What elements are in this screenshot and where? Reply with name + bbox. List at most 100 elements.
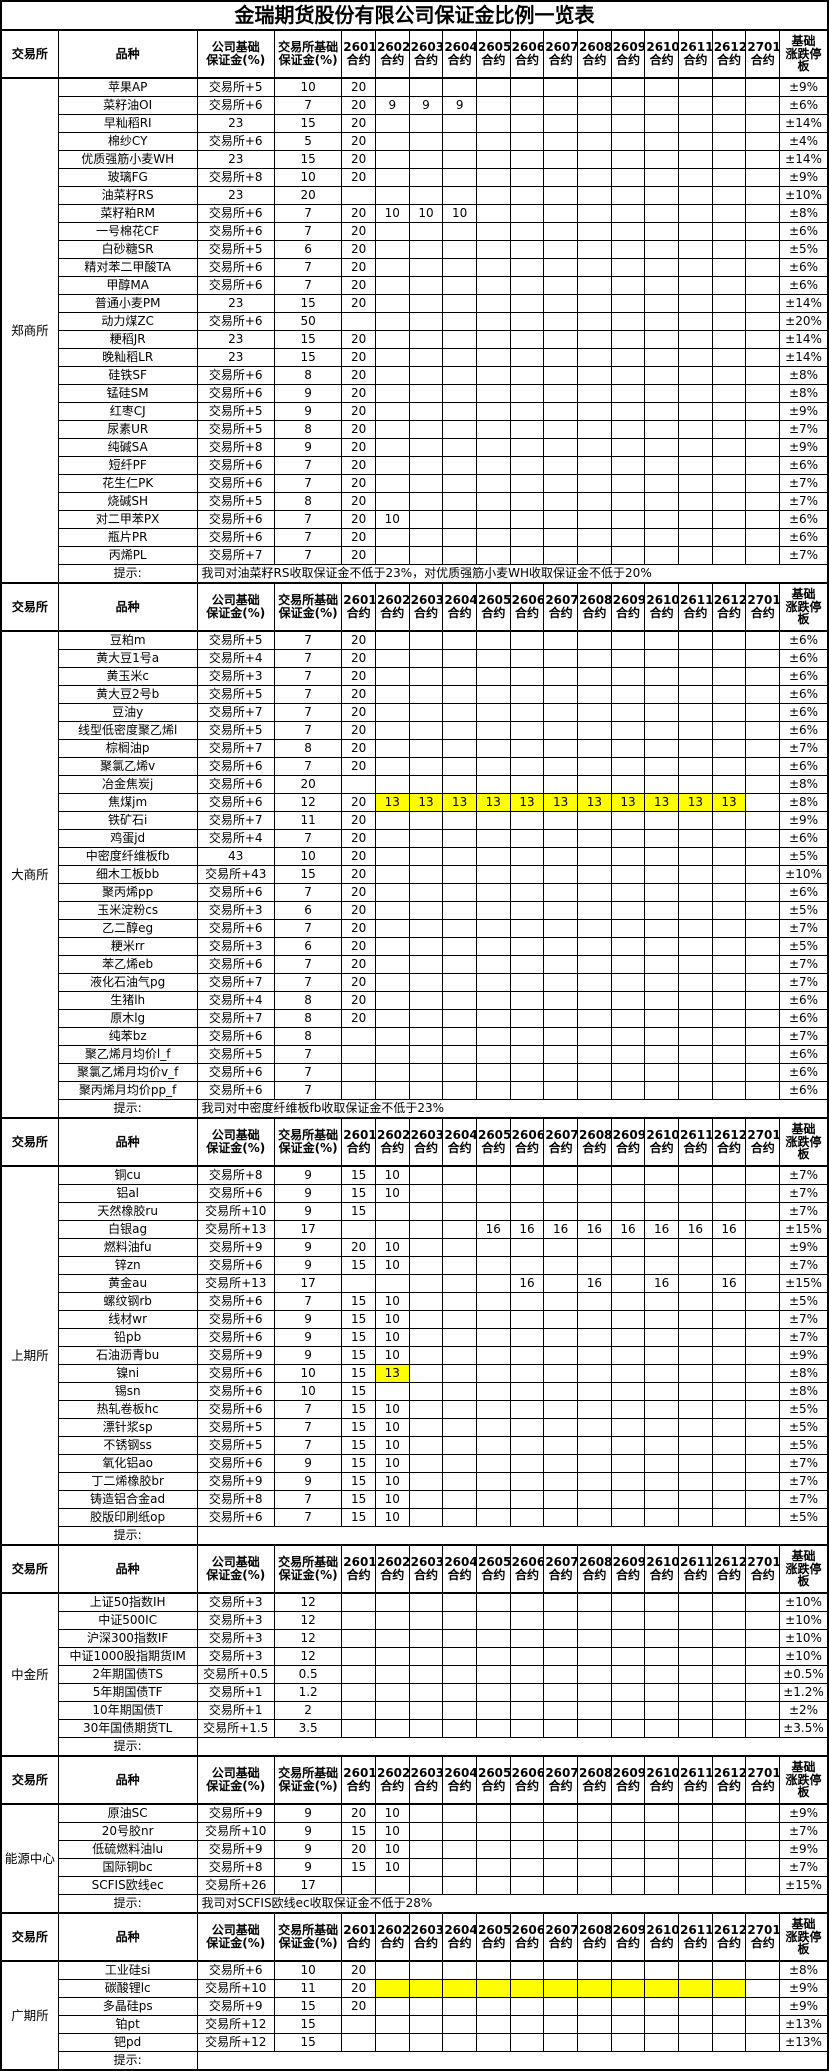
contract-margin-cell (543, 222, 578, 241)
product-cell: 螺纹钢rb (57, 1292, 198, 1311)
contract-suffix: 合约 (616, 1936, 641, 1950)
product-cell: 玉米淀粉cs (57, 901, 198, 920)
product-row: 5年期国债TF 交易所+1 1.2 ±1.2% (1, 1683, 829, 1702)
product-row: 粳米rr 交易所+3 6 20 ±5% (1, 937, 829, 956)
contract-margin-cell (711, 114, 747, 133)
product-cell: 鸡蛋jd (57, 829, 198, 848)
contract-suffix: 合约 (514, 1936, 539, 1950)
company-margin-cell: 交易所+5 (196, 77, 275, 97)
contract-margin-cell (442, 384, 477, 403)
contract-margin-cell (408, 114, 444, 133)
contract-margin-cell (711, 1454, 747, 1473)
product-cell: 冶金焦炭j (57, 775, 198, 794)
product-row: 中证500IC 交易所+3 12 ±10% (1, 1611, 829, 1630)
contract-margin-cell (577, 1346, 612, 1365)
col-header-contract: 2701 合约 (745, 1544, 781, 1594)
product-row: 聚乙烯月均价l_f 交易所+5 7 ±6% (1, 1045, 829, 1064)
contract-margin-cell (374, 348, 410, 367)
contract-margin-cell (408, 1858, 444, 1877)
contract-margin-cell (610, 739, 646, 758)
product-cell: 聚氯乙烯v (57, 757, 198, 776)
contract-margin-cell (475, 685, 511, 704)
col-header-limit: 基础 涨跌停板 (779, 1544, 829, 1594)
contract-margin-cell (374, 474, 410, 493)
product-row: 甲醇MA 交易所+6 7 20 ±6% (1, 276, 829, 295)
notice-label-cell: 提示: (57, 1737, 198, 1757)
product-cell: 棉纱CY (57, 132, 198, 151)
exchange-margin-cell: 11 (273, 1979, 343, 1998)
product-cell: 多晶硅ps (57, 1997, 198, 2016)
price-limit-cell: ±6% (779, 222, 829, 241)
exchange-margin-cell: 9 (273, 1238, 343, 1257)
contract-margin-cell (745, 1665, 781, 1684)
contract-margin-cell (644, 1592, 680, 1612)
contract-margin-cell (475, 811, 511, 830)
contract-margin-cell (610, 1382, 646, 1401)
contract-suffix: 合约 (548, 1779, 573, 1793)
notice-text-cell: 我司对SCFIS欧线ec收取保证金不低于28% (196, 1894, 829, 1914)
contract-margin-cell (678, 1364, 713, 1383)
product-row: 锌zn 交易所+6 9 15 10 ±7% (1, 1256, 829, 1275)
contract-code: 2701 (747, 593, 780, 608)
contract-margin-cell (442, 1274, 477, 1293)
exchange-margin-cell: 7 (273, 1418, 343, 1437)
contract-margin-cell (475, 1719, 511, 1738)
contract-margin-cell (711, 630, 747, 650)
contract-margin-cell (408, 630, 444, 650)
contract-suffix: 合约 (548, 606, 573, 620)
contract-margin-cell (644, 114, 680, 133)
contract-margin-cell (711, 1490, 747, 1509)
contract-margin-cell (577, 1472, 612, 1491)
contract-margin-cell: 20 (341, 865, 376, 884)
contract-suffix: 合约 (717, 1936, 742, 1950)
contract-margin-cell (442, 77, 477, 97)
contract-margin-cell (475, 1165, 511, 1185)
contract-margin-cell (644, 1436, 680, 1455)
contract-margin-cell (577, 1027, 612, 1046)
company-margin-cell: 23 (196, 186, 275, 205)
contract-margin-cell (509, 1436, 545, 1455)
contract-margin-cell (509, 294, 545, 313)
contract-margin-cell (745, 294, 781, 313)
contract-suffix: 合约 (447, 606, 472, 620)
contract-margin-cell (509, 1346, 545, 1365)
contract-margin-cell (543, 456, 578, 475)
col-header-exchange-margin: 交易所基础 保证金(%) (273, 1912, 343, 1962)
contract-margin-cell (543, 96, 578, 115)
contract-margin-cell (745, 186, 781, 205)
product-row: 聚氯乙烯月均价v_f 交易所+6 7 ±6% (1, 1063, 829, 1082)
contract-margin-cell (509, 1858, 545, 1877)
contract-margin-cell (610, 1822, 646, 1841)
contract-margin-cell (442, 1719, 477, 1738)
contract-margin-cell (644, 1665, 680, 1684)
product-cell: 铅pb (57, 1328, 198, 1347)
contract-margin-cell (678, 1184, 713, 1203)
col-header-contract: 2701 合约 (745, 29, 781, 79)
price-limit-cell: ±6% (779, 1063, 829, 1082)
price-limit-cell: ±6% (779, 528, 829, 547)
contract-margin-cell (475, 1238, 511, 1257)
contract-margin-cell (408, 77, 444, 97)
contract-margin-cell (745, 703, 781, 722)
price-limit-cell: ±8% (779, 366, 829, 385)
col-header-contract: 2612 合约 (711, 1755, 747, 1805)
product-row: 棉纱CY 交易所+6 5 20 ±4% (1, 132, 829, 151)
company-margin-cell: 23 (196, 330, 275, 349)
contract-margin-cell (509, 1027, 545, 1046)
product-row: 螺纹钢rb 交易所+6 7 15 10 ±5% (1, 1292, 829, 1311)
contract-margin-cell (678, 1027, 713, 1046)
contract-margin-cell (475, 829, 511, 848)
company-margin-cell: 交易所+6 (196, 1364, 275, 1383)
contract-margin-cell (543, 1858, 578, 1877)
contract-margin-cell (678, 186, 713, 205)
price-limit-cell: ±13% (779, 2033, 829, 2052)
contract-margin-cell (745, 1803, 781, 1823)
contract-margin-cell (678, 1960, 713, 1980)
price-limit-cell: ±6% (779, 1081, 829, 1100)
col-header-contract: 2608 合约 (577, 1544, 612, 1594)
contract-margin-cell (374, 847, 410, 866)
contract-margin-cell (610, 1418, 646, 1437)
contract-margin-cell (442, 186, 477, 205)
contract-margin-cell (577, 1292, 612, 1311)
col-header-company-margin: 公司基础 保证金(%) (196, 29, 275, 79)
